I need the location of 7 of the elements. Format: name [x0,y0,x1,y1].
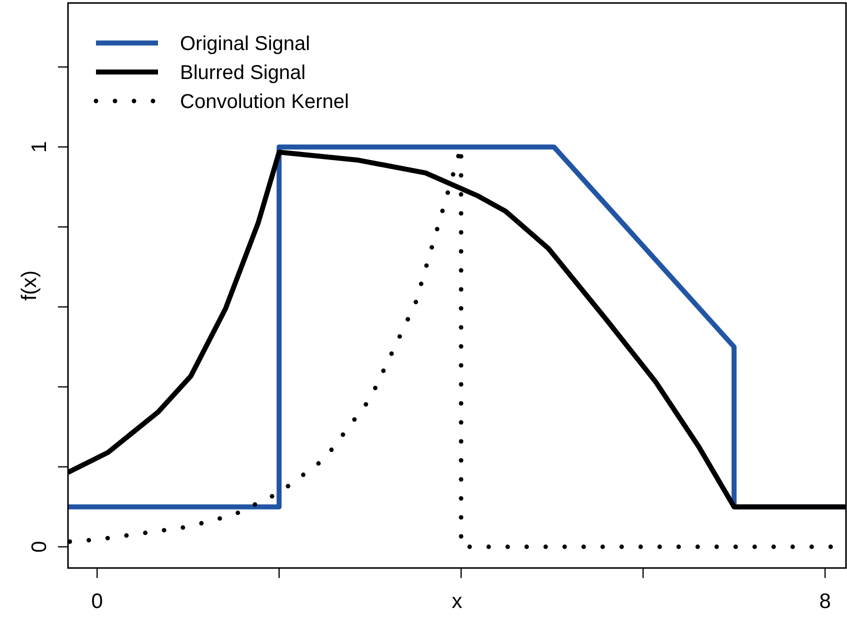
legend-label: Convolution Kernel [180,91,349,113]
legend-label: Original Signal [180,33,310,55]
y-tick-label: 1 [28,141,51,153]
y-axis-title: f(x) [18,270,41,301]
x-tick-label: 8 [819,590,831,613]
legend-label: Blurred Signal [180,62,306,84]
x-axis-title: x [452,590,463,613]
